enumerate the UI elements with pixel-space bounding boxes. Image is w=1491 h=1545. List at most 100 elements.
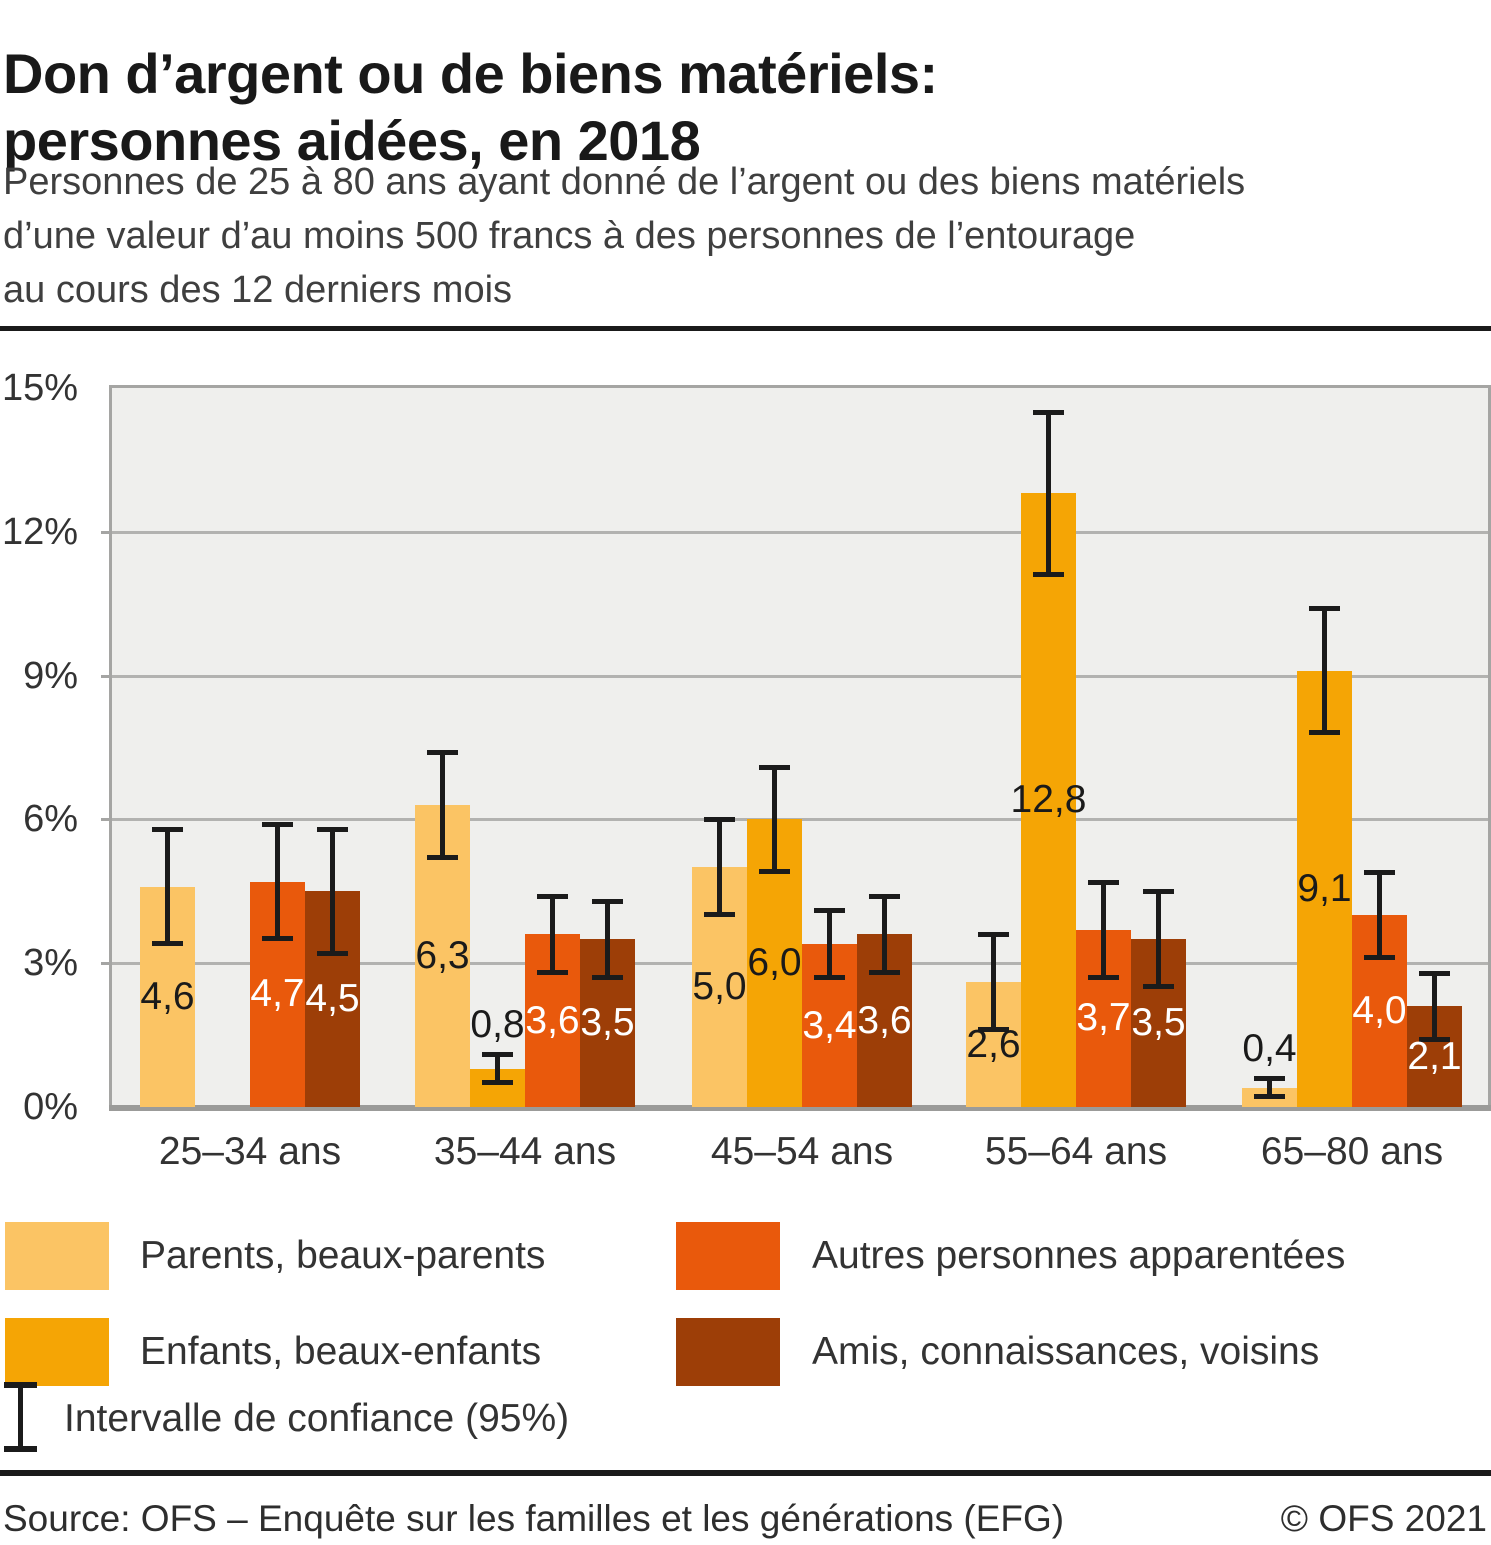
chart-subtitle: Personnes de 25 à 80 ans ayant donné de … [3, 161, 1246, 311]
error-bar [882, 896, 887, 973]
error-bar [1046, 411, 1051, 575]
legend-label-amis: Amis, connaissances, voisins [812, 1330, 1320, 1373]
error-bar [869, 894, 900, 900]
axis-tick-mark [101, 962, 112, 966]
legend-label-parents: Parents, beaux-parents [140, 1234, 546, 1277]
page-title: Don d’argent ou de biens matériels: pers… [3, 41, 938, 172]
bar-value-label: 4,6 [140, 974, 195, 1018]
bar-value-label: 9,1 [1297, 866, 1352, 910]
error-bar [1254, 1094, 1285, 1100]
error-bar [759, 764, 790, 770]
bar-value-label: 2,6 [966, 1022, 1021, 1066]
bottom-divider [0, 1470, 1491, 1476]
error-bar [1143, 984, 1174, 990]
error-bar [152, 826, 183, 832]
error-bar [330, 828, 335, 954]
bar-value-label: 0,8 [470, 1002, 525, 1046]
error-bar [1309, 606, 1340, 612]
bar-chart-plot-area: 4,6 6,3 5,0 2,6 0,4 0,8 6,0 12,8 9,1 4,7 3,6 3,4 3,7… [101, 385, 1491, 1111]
x-axis-line [109, 1105, 1491, 1111]
bar-value-label: 3,7 [1076, 996, 1131, 1040]
error-bar [1156, 891, 1161, 988]
bar-s1-g4 [1297, 670, 1352, 1107]
error-bar [1088, 879, 1119, 885]
error-bar [869, 969, 900, 975]
legend-label-enfants: Enfants, beaux-enfants [140, 1330, 542, 1373]
error-bar [495, 1054, 500, 1084]
bar-value-label: 3,6 [857, 998, 912, 1042]
error-bar [1033, 409, 1064, 415]
bar-value-label: 4,7 [250, 972, 305, 1016]
error-bar [165, 828, 170, 945]
error-bar [605, 900, 610, 978]
error-bar [1419, 970, 1450, 976]
bar-value-label: 12,8 [1010, 778, 1087, 822]
error-bar-icon-cap [4, 1446, 37, 1452]
x-tick-label: 25–34 ans [158, 1130, 342, 1173]
error-bar [275, 824, 280, 940]
gridline [112, 674, 1488, 678]
error-bar [759, 869, 790, 875]
error-bar [427, 750, 458, 756]
confidence-interval-label: Intervalle de confiance (95%) [64, 1397, 570, 1440]
bar-value-label: 5,0 [692, 965, 747, 1009]
error-bar [1377, 872, 1382, 959]
bar-value-label: 6,0 [747, 941, 802, 985]
x-tick-label: 45–54 ans [710, 1130, 894, 1173]
y-tick-label: 3% [23, 942, 78, 985]
gridline [112, 530, 1488, 534]
error-bar [1364, 870, 1395, 876]
error-bar [1143, 889, 1174, 895]
x-tick-label: 55–64 ans [984, 1130, 1168, 1173]
error-bar [1254, 1076, 1285, 1082]
error-bar [704, 817, 735, 823]
source-note: Source: OFS – Enquête sur les familles e… [3, 1498, 1065, 1539]
bar-value-label: 3,5 [1131, 1001, 1186, 1045]
error-bar [814, 908, 845, 914]
error-bar [482, 1080, 513, 1086]
bar-value-label: 6,3 [415, 934, 470, 977]
copyright-note: © OFS 2021 [1280, 1498, 1487, 1539]
error-bar [1364, 955, 1395, 961]
error-bar [1322, 608, 1327, 734]
error-bar [772, 766, 777, 873]
legend-swatch-autres [676, 1222, 780, 1290]
bar-value-label: 3,4 [802, 1003, 857, 1047]
y-tick-label: 0% [23, 1086, 78, 1128]
bar-value-label: 0,4 [1242, 1026, 1297, 1070]
error-bar [814, 974, 845, 980]
bar-s1-g3 [1021, 493, 1076, 1107]
error-bar [317, 950, 348, 956]
y-tick-label: 9% [23, 654, 78, 697]
error-bar [592, 974, 623, 980]
error-bar [978, 932, 1009, 938]
error-bar [1309, 730, 1340, 736]
error-bar [152, 941, 183, 947]
error-bar-icon-line [18, 1382, 23, 1452]
y-tick-label: 6% [23, 798, 78, 841]
error-bar [1101, 881, 1106, 978]
error-bar [827, 910, 832, 978]
error-bar [482, 1052, 513, 1058]
error-bar [262, 822, 293, 828]
error-bar [978, 1027, 1009, 1033]
y-tick-label: 12% [1, 510, 78, 553]
legend-swatch-enfants [5, 1318, 109, 1386]
error-bar [717, 819, 722, 916]
x-tick-label: 35–44 ans [433, 1130, 617, 1173]
bar-value-label: 3,5 [580, 1001, 635, 1045]
legend-swatch-amis [676, 1318, 780, 1386]
bar-value-label: 4,5 [305, 977, 360, 1021]
error-bar [262, 936, 293, 942]
error-bar [317, 826, 348, 832]
x-tick-label: 65–80 ans [1260, 1130, 1444, 1173]
y-tick-label: 15% [1, 367, 78, 409]
error-bar [991, 934, 996, 1031]
top-divider [0, 326, 1491, 331]
error-bar [537, 969, 568, 975]
error-bar [427, 854, 458, 860]
error-bar [1267, 1078, 1272, 1098]
error-bar [704, 912, 735, 918]
legend-swatch-parents [5, 1222, 109, 1290]
bar-value-label: 4,0 [1352, 989, 1407, 1033]
